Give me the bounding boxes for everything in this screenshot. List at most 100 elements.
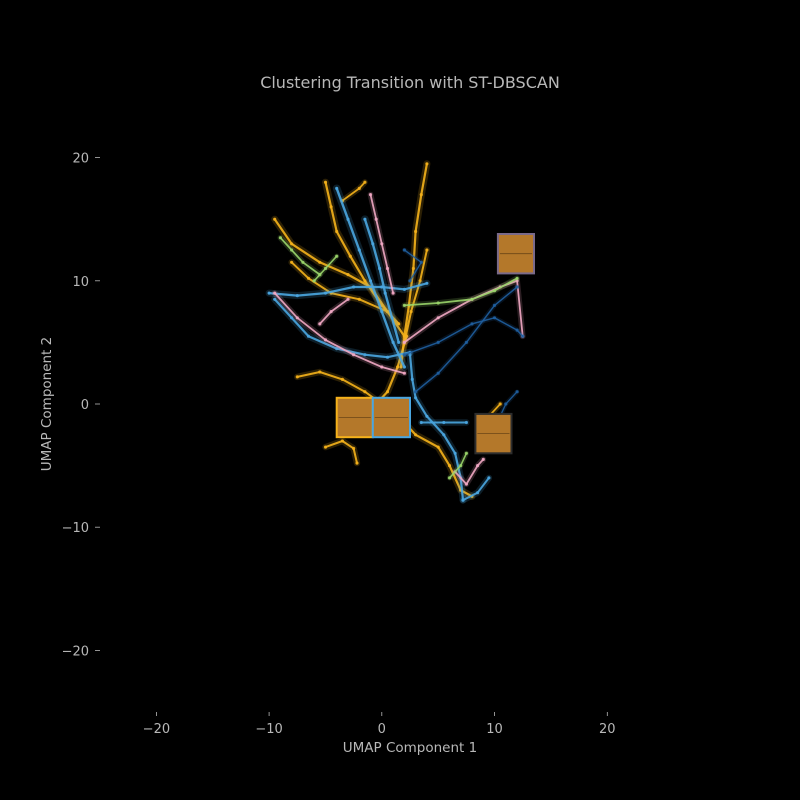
series-28-point-4: [515, 285, 519, 289]
series-4-point-1: [418, 279, 422, 283]
series-line-4: [403, 249, 428, 344]
series-20-point-1: [436, 316, 440, 320]
series-24-point-0: [402, 303, 406, 307]
series-25-point-0: [447, 476, 452, 480]
y-tick-label: −20: [62, 644, 89, 659]
series-line-12: [363, 218, 400, 344]
series-17-point-2: [464, 420, 468, 425]
series-2-point-2: [335, 229, 339, 234]
series-0-point-0: [273, 217, 277, 221]
series-28-point-0: [414, 390, 418, 394]
series-5-point-1: [396, 365, 400, 369]
series-28-point-3: [492, 303, 497, 307]
series-7-point-1: [340, 439, 344, 443]
series-8-point-2: [436, 445, 440, 449]
series-7-point-0: [323, 445, 328, 449]
series-layer: [265, 160, 526, 504]
series-12-point-0: [363, 217, 367, 221]
x-tick-label: 10: [486, 722, 503, 737]
series-29-point-2: [515, 390, 519, 394]
series-2-point-1: [329, 205, 333, 209]
series-13-point-0: [267, 291, 271, 295]
series-11-point-3: [368, 279, 373, 283]
chart-title: Clustering Transition with ST-DBSCAN: [260, 73, 560, 92]
series-14-point-1: [290, 316, 294, 320]
series-24-point-2: [470, 297, 474, 301]
series-11-point-1: [346, 217, 350, 221]
series-16-point-2: [487, 476, 491, 480]
series-21-point-3: [481, 457, 485, 461]
series-5-point-0: [405, 334, 409, 338]
series-9-point-2: [498, 402, 502, 406]
series-6-point-3: [363, 390, 367, 394]
y-tick-label: −10: [62, 521, 89, 536]
series-7-point-3: [355, 461, 359, 465]
series-25-point-1: [459, 464, 463, 468]
series-19-point-0: [368, 193, 373, 197]
series-18-point-1: [295, 316, 299, 320]
series-11-point-6: [402, 365, 406, 369]
series-0-point-1: [290, 242, 294, 246]
series-12-point-5: [397, 340, 401, 344]
series-11-point-5: [391, 340, 395, 344]
series-16-point-0: [461, 498, 465, 502]
series-2-point-0: [323, 180, 328, 184]
series-27-point-3: [492, 316, 497, 320]
series-19-point-1: [374, 217, 378, 221]
series-line-18: [273, 292, 406, 375]
series-2-point-3: [348, 254, 352, 258]
series-11-point-4: [380, 310, 384, 314]
x-axis-label: UMAP Component 1: [343, 740, 477, 756]
series-11-point-0: [335, 186, 339, 190]
series-24-point-3: [492, 289, 497, 293]
series-line-23: [279, 236, 321, 276]
x-tick-label: 20: [599, 722, 616, 737]
series-2-point-6: [397, 322, 401, 326]
series-21-point-1: [464, 482, 468, 486]
series-4-point-2: [409, 310, 413, 314]
series-15-point-2: [414, 396, 418, 400]
series-23-point-2: [301, 260, 305, 264]
series-line-7: [324, 440, 358, 465]
series-28-point-2: [464, 340, 468, 344]
series-26-point-0: [335, 254, 339, 258]
series-10-point-2: [363, 180, 367, 184]
series-18-point-5: [402, 371, 406, 375]
series-17-point-0: [419, 420, 423, 425]
series-20-point-4: [515, 279, 519, 283]
series-10-point-1: [357, 186, 361, 190]
series-15-point-0: [408, 353, 412, 357]
series-3-point-1: [419, 193, 423, 197]
series-24-point-1: [436, 301, 440, 305]
series-8-point-3: [447, 464, 452, 468]
series-19-point-2: [380, 242, 384, 246]
series-3-point-2: [414, 229, 418, 234]
series-6-point-1: [318, 370, 322, 374]
x-tick-label: −10: [255, 722, 282, 737]
series-13-point-3: [352, 285, 356, 289]
series-22-point-0: [318, 322, 322, 326]
series-5-point-2: [385, 390, 390, 394]
series-1-point-0: [290, 260, 294, 264]
series-15-point-3: [425, 414, 429, 418]
series-30-point-1: [419, 260, 423, 264]
y-tick-label: 10: [72, 275, 89, 290]
series-21-point-2: [476, 464, 480, 468]
series-7-point-2: [352, 446, 356, 450]
series-27-point-1: [436, 340, 440, 344]
series-13-point-2: [323, 291, 328, 295]
series-24-point-4: [515, 276, 519, 280]
series-14-point-0: [273, 297, 277, 301]
box-layer: [335, 233, 535, 455]
y-tick-label: 20: [72, 152, 89, 167]
series-14-point-5: [385, 355, 390, 359]
series-14-point-2: [306, 334, 311, 338]
series-30-point-2: [402, 248, 406, 252]
series-2-point-4: [363, 279, 367, 283]
series-3-point-3: [411, 266, 415, 271]
series-0-point-3: [346, 273, 350, 277]
series-15-point-1: [410, 377, 414, 381]
series-23-point-0: [278, 236, 282, 240]
series-3-point-0: [425, 162, 429, 166]
